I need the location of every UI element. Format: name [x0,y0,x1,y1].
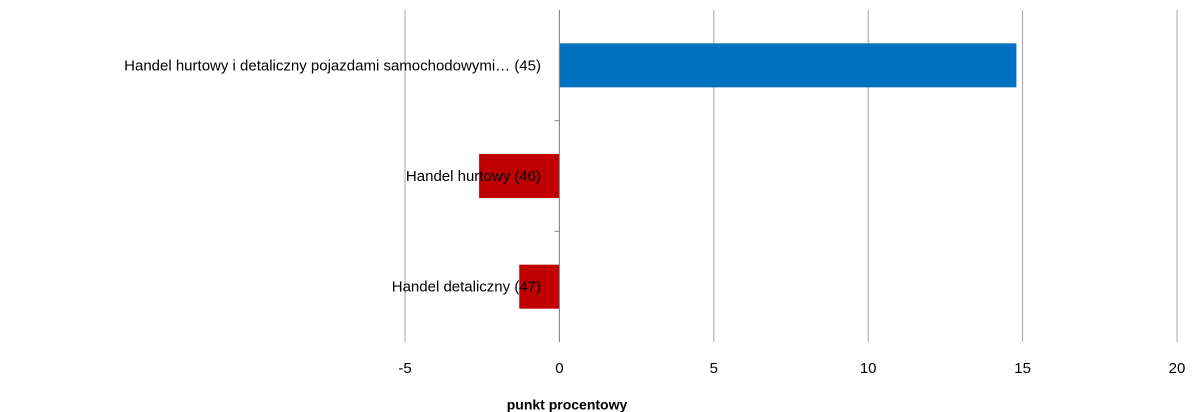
x-tick-label: 20 [1169,360,1186,377]
x-tick-label: 10 [860,360,877,377]
y-tick-label: Handel detaliczny (47) [392,279,541,296]
y-tick-label: Handel hurtowy (46) [406,168,541,185]
x-tick-label: 5 [710,360,718,377]
x-tick-label: -5 [398,360,411,377]
y-tick-label: Handel hurtowy i detaliczny pojazdami sa… [124,57,541,74]
x-tick-label: 0 [555,360,563,377]
x-tick-label: 15 [1014,360,1031,377]
bar [519,264,560,309]
bar [559,43,1017,88]
bar [479,154,560,198]
x-axis-title: punkt procentowy [507,397,628,412]
